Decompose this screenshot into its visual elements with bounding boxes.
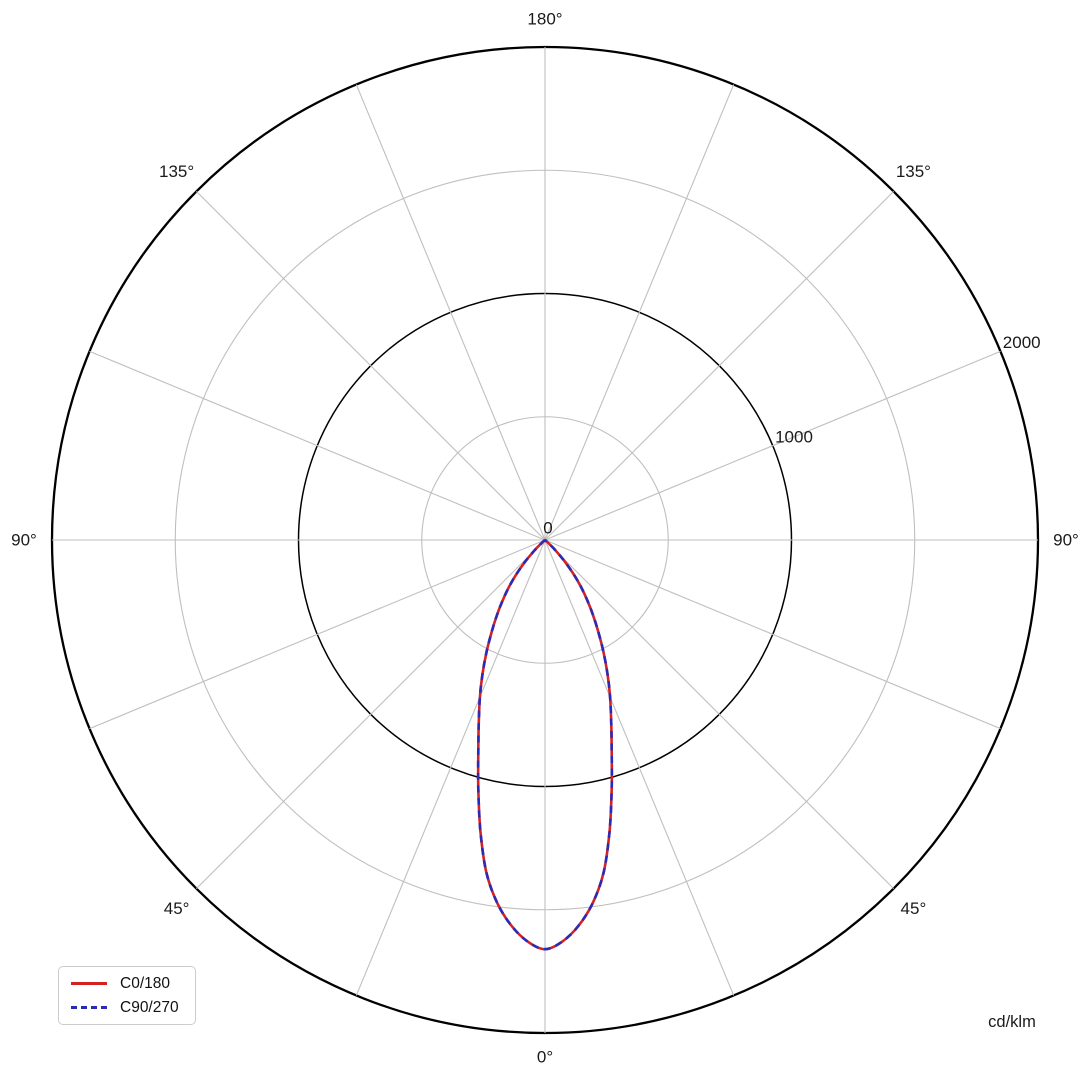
axis-tick-labels: 0° 45° 45° 90° 90° 135° 135° 180° 0 1000 2000 (11, 10, 1079, 1067)
legend-item-c90-270: C90/270 (71, 998, 183, 1016)
legend-item-c0-180: C0/180 (71, 976, 183, 992)
angle-grid-spoke (196, 539, 546, 889)
unit-label: cd/klm (988, 1013, 1036, 1031)
angle-grid-spoke (544, 84, 735, 541)
intensity-curves (476, 538, 614, 951)
legend-box: C0/180 C90/270 (58, 966, 196, 1025)
radial-tick-label: 1000 (775, 427, 813, 446)
angle-tick-label: 45° (901, 899, 927, 918)
angle-grid-spokes (52, 47, 1038, 1033)
angle-grid-spoke (355, 539, 546, 996)
angle-tick-label: 135° (896, 162, 931, 181)
angle-grid-spoke (544, 350, 1001, 541)
angle-tick-label: 0° (537, 1048, 553, 1067)
radial-tick-label: 2000 (1003, 333, 1041, 352)
legend-label: C90/270 (120, 998, 179, 1016)
angle-grid-spoke (544, 539, 894, 889)
angle-grid-spoke (196, 191, 546, 541)
angle-grid-spoke (544, 539, 735, 996)
angle-tick-label: 135° (159, 162, 194, 181)
legend-swatch-dashed-line (71, 1005, 107, 1009)
angle-tick-label: 90° (11, 531, 37, 550)
angle-tick-label: 45° (164, 899, 190, 918)
intensity-curve-c90-270 (476, 539, 614, 951)
angle-grid-spoke (89, 539, 546, 730)
legend-label: C0/180 (120, 975, 170, 992)
angle-grid-spoke (544, 191, 894, 541)
radial-tick-label: 0 (543, 519, 552, 538)
angle-grid-spoke (355, 84, 546, 541)
angle-tick-label: 90° (1053, 531, 1079, 550)
angle-grid-spoke (89, 350, 546, 541)
legend-swatch-solid-line (71, 982, 107, 986)
angle-tick-label: 180° (527, 10, 562, 29)
angle-grid-spoke (544, 539, 1001, 730)
